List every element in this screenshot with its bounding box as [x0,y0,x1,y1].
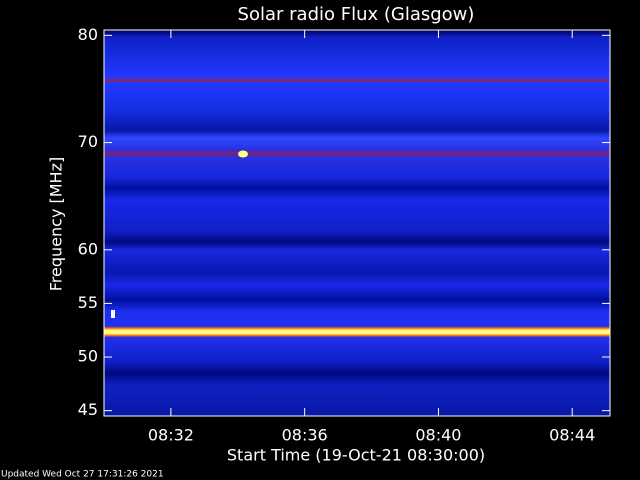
chart-title: Solar radio Flux (Glasgow) [238,4,475,25]
y-axis-label: Frequency [MHz] [47,157,66,291]
y-tick-label: 45 [78,400,98,419]
y-tick-label: 50 [78,347,98,366]
x-tick-label: 08:40 [415,426,461,445]
footer: Updated Wed Oct 27 17:31:26 2021 [1,470,164,480]
y-tick-label: 70 [78,132,98,151]
burst [238,150,248,158]
spectrogram [104,30,610,416]
y-tick-label: 55 [78,293,98,312]
x-tick-label: 08:32 [148,426,194,445]
x-tick-label: 08:44 [549,426,595,445]
plot-frame [103,29,611,417]
y-tick-label: 60 [78,239,98,258]
x-tick-label: 08:36 [282,426,328,445]
x-axis-label: Start Time (19-Oct-21 08:30:00) [227,446,485,465]
burst [111,310,115,318]
y-tick-label: 80 [78,25,98,44]
